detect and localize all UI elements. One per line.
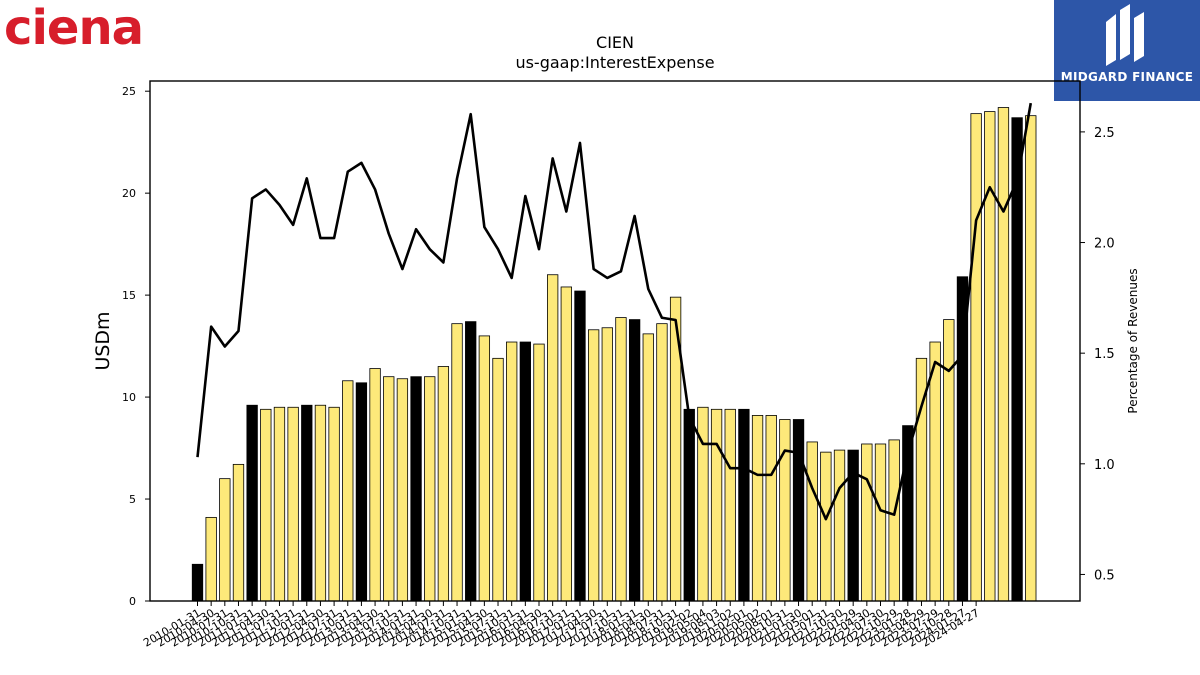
bar-58 <box>984 111 996 602</box>
y2-axis-label: Percentage of Revenues <box>1126 268 1140 413</box>
bar-9 <box>314 404 327 602</box>
y2-tick-label-2: 2.0 <box>1094 237 1115 252</box>
series-line <box>196 102 1033 521</box>
bar-5 <box>260 408 272 602</box>
bar-61 <box>1025 115 1037 602</box>
bar-40 <box>738 408 750 602</box>
bar-34 <box>656 323 668 602</box>
bar-32 <box>628 319 641 602</box>
bar-45 <box>806 441 818 602</box>
bar-24 <box>519 341 531 602</box>
midgard-emblem-icon <box>1106 4 1144 66</box>
bar-55 <box>943 319 955 602</box>
y-tick-label-10: 10 <box>122 391 136 404</box>
bar-1 <box>205 516 217 602</box>
y-tick-label-20: 20 <box>122 187 136 200</box>
bar-29 <box>587 329 600 602</box>
midgard-finance-logo-text: MIDGARD FINANCE <box>1060 70 1194 84</box>
bar-6 <box>273 406 286 602</box>
bar-42 <box>765 415 777 602</box>
y-tick-label-0: 0 <box>129 595 136 608</box>
bar-13 <box>369 368 381 602</box>
bar-33 <box>642 333 654 602</box>
bar-0 <box>191 563 204 602</box>
bar-39 <box>724 408 736 602</box>
y-tick-label-5: 5 <box>129 493 136 506</box>
bar-27 <box>560 286 572 602</box>
bar-7 <box>287 406 299 602</box>
bar-12 <box>355 382 368 602</box>
bar-4 <box>246 404 258 602</box>
bar-46 <box>820 451 832 602</box>
y2-tick-label-1: 1.0 <box>1094 458 1115 473</box>
bar-54 <box>929 341 941 602</box>
bar-8 <box>301 404 313 602</box>
bar-47 <box>833 449 846 602</box>
y2-tick-label-1.5: 1.5 <box>1094 347 1115 362</box>
bar-21 <box>478 335 491 602</box>
plot-frame <box>149 80 1081 602</box>
bar-15 <box>396 378 409 602</box>
midgard-finance-logo: MIDGARD FINANCE <box>1054 0 1200 101</box>
bar-59 <box>997 107 1010 602</box>
bar-22 <box>492 357 504 602</box>
y2-tick-label-2.5: 2.5 <box>1094 126 1115 141</box>
y-tick-label-25: 25 <box>122 85 136 98</box>
bar-23 <box>506 341 518 602</box>
bar-17 <box>424 376 436 602</box>
ciena-logo-text: ciena <box>4 0 144 56</box>
bar-10 <box>328 406 340 602</box>
bar-44 <box>792 419 805 602</box>
bar-28 <box>574 290 586 602</box>
y-axis-label: USDm <box>92 311 114 370</box>
ciena-logo: ciena <box>4 2 154 54</box>
bar-14 <box>383 376 395 602</box>
bar-19 <box>451 323 463 602</box>
bar-2 <box>219 478 231 602</box>
bar-49 <box>861 443 873 602</box>
chart-subtitle: us-gaap:InterestExpense <box>515 53 715 72</box>
bar-50 <box>874 443 887 602</box>
bar-11 <box>342 380 354 602</box>
bar-36 <box>683 408 695 602</box>
bar-38 <box>710 408 723 602</box>
bar-18 <box>437 366 450 602</box>
bar-57 <box>970 113 982 602</box>
bar-26 <box>547 274 559 602</box>
bar-41 <box>751 415 764 602</box>
bar-3 <box>232 463 245 602</box>
bar-43 <box>779 419 791 602</box>
y2-tick-label-0.5: 0.5 <box>1094 568 1115 583</box>
bar-51 <box>888 439 900 602</box>
bar-20 <box>465 321 477 602</box>
bar-31 <box>615 317 627 602</box>
bar-16 <box>410 376 422 602</box>
bar-25 <box>533 343 545 602</box>
y-tick-label-15: 15 <box>122 289 136 302</box>
chart-title: CIEN <box>596 33 634 52</box>
bar-30 <box>601 327 613 602</box>
